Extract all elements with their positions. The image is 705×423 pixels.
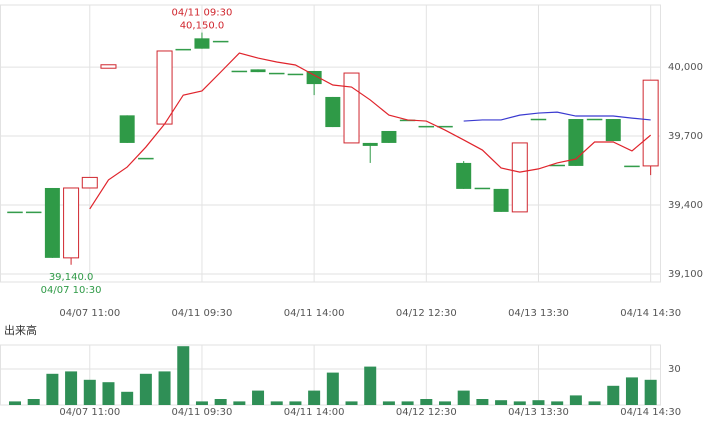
x-tick-label: 04/13 13:30: [508, 308, 569, 319]
volume-bar: [177, 346, 190, 405]
volume-bar: [83, 379, 96, 405]
candle-body: [287, 73, 304, 76]
candle-body: [605, 119, 621, 142]
x-tick-label: 04/13 13:30: [508, 407, 569, 418]
ma-line: [463, 111, 651, 122]
volume-bar: [364, 366, 377, 405]
volume-bar: [326, 372, 339, 405]
x-tick-label: 04/07 11:00: [59, 308, 120, 319]
volume-bar: [121, 391, 134, 405]
candle-body: [493, 188, 509, 212]
candle-body: [624, 165, 640, 168]
y-tick-label: 39,100: [668, 269, 703, 280]
candle-body: [586, 118, 603, 121]
volume-bar: [382, 401, 395, 405]
y-tick-label: 39,400: [668, 200, 703, 211]
candle-body: [44, 187, 60, 258]
x-tick-label: 04/14 14:30: [620, 407, 681, 418]
volume-bar: [195, 401, 208, 405]
annotation: 04/07 10:30: [41, 285, 102, 296]
candle-body: [119, 115, 135, 143]
candle-body: [511, 142, 528, 213]
x-tick-label: 04/11 09:30: [172, 308, 233, 319]
volume-bar: [46, 373, 59, 405]
volume-bar: [644, 379, 657, 405]
candle-body: [100, 64, 117, 69]
candle-body: [194, 38, 210, 49]
volume-bar: [438, 401, 451, 405]
y-tick-label: 39,700: [668, 131, 703, 142]
volume-bar: [102, 382, 115, 405]
candle-body: [568, 119, 584, 166]
candle-body: [530, 118, 547, 121]
candle-body: [362, 142, 378, 146]
x-tick-label: 04/14 14:30: [620, 308, 681, 319]
volume-bar: [345, 401, 358, 405]
ma-line: [89, 52, 652, 210]
x-tick-label: 04/12 12:30: [396, 407, 457, 418]
x-tick-label: 04/11 09:30: [172, 407, 233, 418]
y-tick-label: 40,000: [668, 62, 703, 73]
volume-bar: [532, 400, 545, 405]
candle-body: [456, 162, 472, 189]
volume-bar: [569, 395, 582, 405]
x-tick-label: 04/11 14:00: [284, 407, 345, 418]
volume-bar: [65, 371, 78, 405]
candle-body: [212, 40, 229, 43]
y-tick-label: 30: [668, 364, 681, 375]
volume-bar: [476, 399, 489, 405]
candle-body: [268, 72, 285, 75]
volume-bar: [625, 377, 638, 405]
candle-body: [642, 79, 659, 167]
candle-body: [381, 130, 397, 143]
volume-bar: [252, 390, 265, 405]
volume-bar: [513, 401, 526, 405]
annotation: 40,150.0: [180, 21, 225, 32]
candle-body: [325, 96, 341, 128]
volume-bar: [158, 371, 171, 405]
candle-body: [63, 187, 80, 259]
plot-frame: [0, 4, 661, 283]
volume-bar: [308, 390, 321, 405]
candle-body: [418, 125, 435, 128]
volume-bar: [401, 401, 414, 405]
candle-body: [474, 187, 491, 190]
candle-body: [7, 211, 23, 214]
volume-bar: [457, 390, 470, 405]
candle-body: [175, 48, 192, 51]
annotation: 04/11 09:30: [172, 8, 233, 19]
x-tick-label: 04/07 11:00: [59, 407, 120, 418]
volume-bar: [289, 401, 302, 405]
x-tick-label: 04/12 12:30: [396, 308, 457, 319]
candle-body: [231, 70, 248, 73]
volume-bar: [551, 401, 564, 405]
volume-bar: [233, 401, 246, 405]
volume-bar: [270, 401, 283, 405]
volume-bar: [420, 399, 433, 405]
candle-body: [306, 70, 322, 85]
volume-bar: [588, 401, 601, 405]
candle-body: [343, 72, 360, 144]
volume-bar: [27, 399, 40, 405]
volume-title: 出来高: [4, 323, 37, 337]
volume-bar: [214, 399, 227, 405]
annotation: 39,140.0: [49, 272, 94, 283]
candle-body: [250, 69, 266, 73]
candle-body: [25, 211, 42, 214]
candle-body: [156, 50, 173, 125]
candle-body: [138, 157, 154, 160]
candle-body: [81, 176, 98, 189]
volume-bar: [495, 400, 508, 405]
x-tick-label: 04/11 14:00: [284, 308, 345, 319]
volume-bar: [607, 385, 620, 405]
volume-bar: [8, 401, 21, 405]
volume-bar: [139, 373, 152, 405]
